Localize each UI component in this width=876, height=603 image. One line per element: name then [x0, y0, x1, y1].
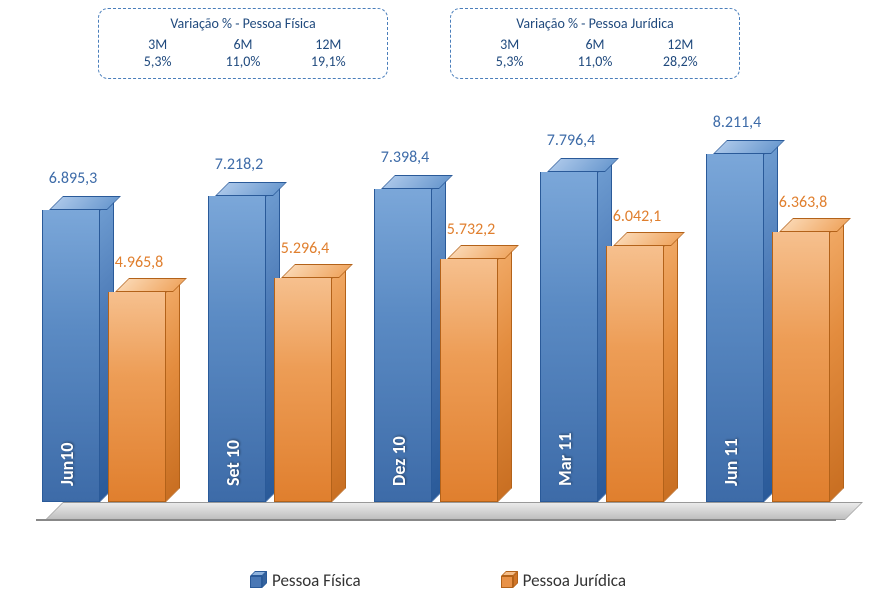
info-title: Variação % - Pessoa Física	[115, 15, 371, 32]
info-value: 5,3%	[467, 53, 551, 70]
bar-orange	[108, 292, 180, 502]
bar-value-label: 6.895,3	[28, 169, 118, 188]
info-period: 6M	[201, 36, 285, 53]
info-periods-row: 3M 6M 12M	[467, 36, 723, 53]
info-value: 28,2%	[638, 53, 722, 70]
bar-value-label: 7.218,2	[194, 155, 284, 174]
bar-orange	[772, 232, 844, 502]
info-value: 5,3%	[115, 53, 199, 70]
category-label: Set 10	[222, 440, 244, 486]
info-period: 12M	[638, 36, 722, 53]
bar-orange	[274, 278, 346, 502]
info-value: 11,0%	[201, 53, 285, 70]
category-label: Jun10	[56, 442, 78, 486]
category-label: Dez 10	[388, 436, 410, 486]
legend-label: Pessoa Física	[272, 570, 361, 591]
info-period: 6M	[553, 36, 637, 53]
legend: Pessoa Física Pessoa Jurídica	[0, 570, 876, 591]
info-boxes: Variação % - Pessoa Física 3M 6M 12M 5,3…	[98, 8, 740, 79]
bar-value-label: 8.211,4	[692, 113, 782, 132]
bar-value-label: 6.363,8	[758, 193, 848, 212]
legend-item-fisica: Pessoa Física	[250, 570, 361, 591]
info-value: 19,1%	[286, 53, 370, 70]
legend-item-juridica: Pessoa Jurídica	[501, 570, 626, 591]
bar-value-label: 6.042,1	[592, 207, 682, 226]
bar-orange	[606, 246, 678, 502]
info-period: 3M	[467, 36, 551, 53]
bar-value-label: 4.965,8	[94, 253, 184, 272]
legend-label: Pessoa Jurídica	[523, 570, 626, 591]
category-label: Jun 11	[720, 438, 742, 486]
legend-swatch-blue	[250, 574, 264, 588]
bar-value-label: 7.398,4	[360, 148, 450, 167]
chart-floor	[45, 502, 863, 520]
info-period: 3M	[115, 36, 199, 53]
info-title: Variação % - Pessoa Jurídica	[467, 15, 723, 32]
bar-orange	[440, 259, 512, 502]
chart-floor-edge	[36, 519, 836, 521]
bar-value-label: 7.796,4	[526, 131, 616, 150]
info-box-juridica: Variação % - Pessoa Jurídica 3M 6M 12M 5…	[450, 8, 740, 79]
info-values-row: 5,3% 11,0% 28,2%	[467, 53, 723, 70]
bar-value-label: 5.296,4	[260, 239, 350, 258]
chart-area: 6.895,3 4.965,8 Jun10 7.218,2 5.296,4 Set 10 7…	[30, 120, 846, 520]
info-values-row: 5,3% 11,0% 19,1%	[115, 53, 371, 70]
category-label: Mar 11	[554, 433, 576, 486]
info-periods-row: 3M 6M 12M	[115, 36, 371, 53]
info-value: 11,0%	[553, 53, 637, 70]
legend-swatch-orange	[501, 574, 515, 588]
info-box-fisica: Variação % - Pessoa Física 3M 6M 12M 5,3…	[98, 8, 388, 79]
bar-value-label: 5.732,2	[426, 220, 516, 239]
info-period: 12M	[286, 36, 370, 53]
